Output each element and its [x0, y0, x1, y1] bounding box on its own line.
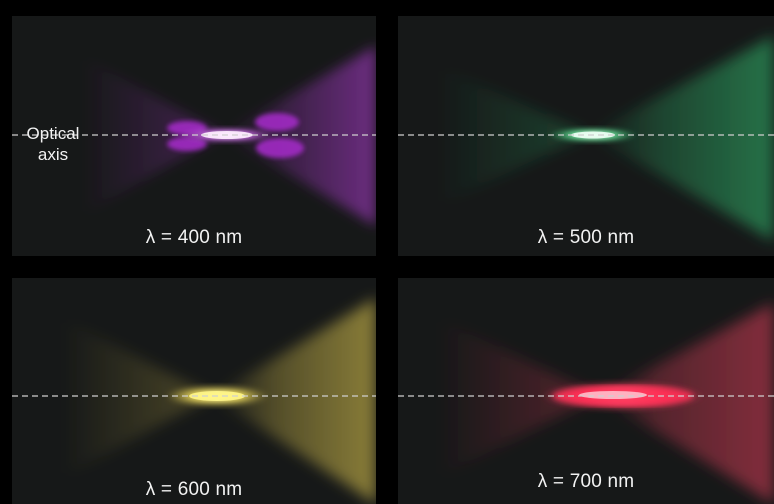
- panel-500nm: λ = 500 nm: [398, 16, 774, 256]
- optical-axis-label-line1: Optical: [26, 124, 80, 143]
- light-focus-400nm: [12, 46, 376, 226]
- light-focus-700nm: [398, 303, 774, 504]
- panel-400nm: Optical axis λ = 400 nm: [12, 16, 376, 256]
- wavelength-label-700: λ = 700 nm: [537, 471, 635, 492]
- wavelength-label-400: λ = 400 nm: [145, 227, 243, 248]
- panel-600nm: λ = 600 nm: [12, 278, 376, 504]
- optical-axis-label-line2: axis: [37, 145, 69, 164]
- light-focus-600nm: [12, 298, 376, 504]
- light-focus-500nm: [398, 36, 774, 241]
- panel-700nm: λ = 700 nm: [398, 278, 774, 504]
- optical-axis-label: Optical axis: [18, 123, 88, 165]
- wavelength-label-500: λ = 500 nm: [537, 227, 635, 248]
- wavelength-label-600: λ = 600 nm: [145, 479, 243, 500]
